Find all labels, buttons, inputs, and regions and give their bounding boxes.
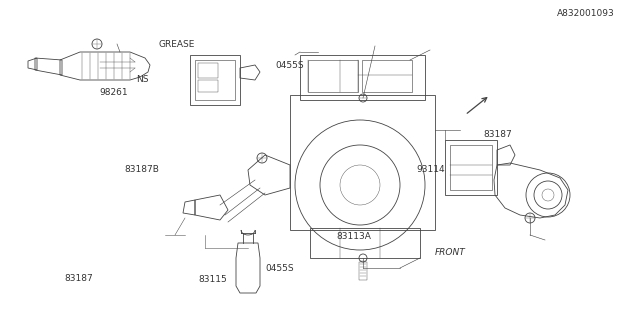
Text: 83187B: 83187B — [125, 165, 159, 174]
Text: 83187: 83187 — [483, 130, 512, 139]
Text: A832001093: A832001093 — [557, 9, 614, 18]
Text: GREASE: GREASE — [159, 40, 195, 49]
Text: NS: NS — [136, 75, 149, 84]
Text: 93114: 93114 — [416, 165, 445, 174]
Text: 83187: 83187 — [64, 274, 93, 283]
Text: 98261: 98261 — [99, 88, 128, 97]
Text: 0455S: 0455S — [275, 61, 304, 70]
Text: FRONT: FRONT — [435, 248, 466, 257]
Text: 83113A: 83113A — [336, 232, 371, 241]
Text: 83115: 83115 — [198, 276, 227, 284]
Text: 0455S: 0455S — [266, 264, 294, 273]
